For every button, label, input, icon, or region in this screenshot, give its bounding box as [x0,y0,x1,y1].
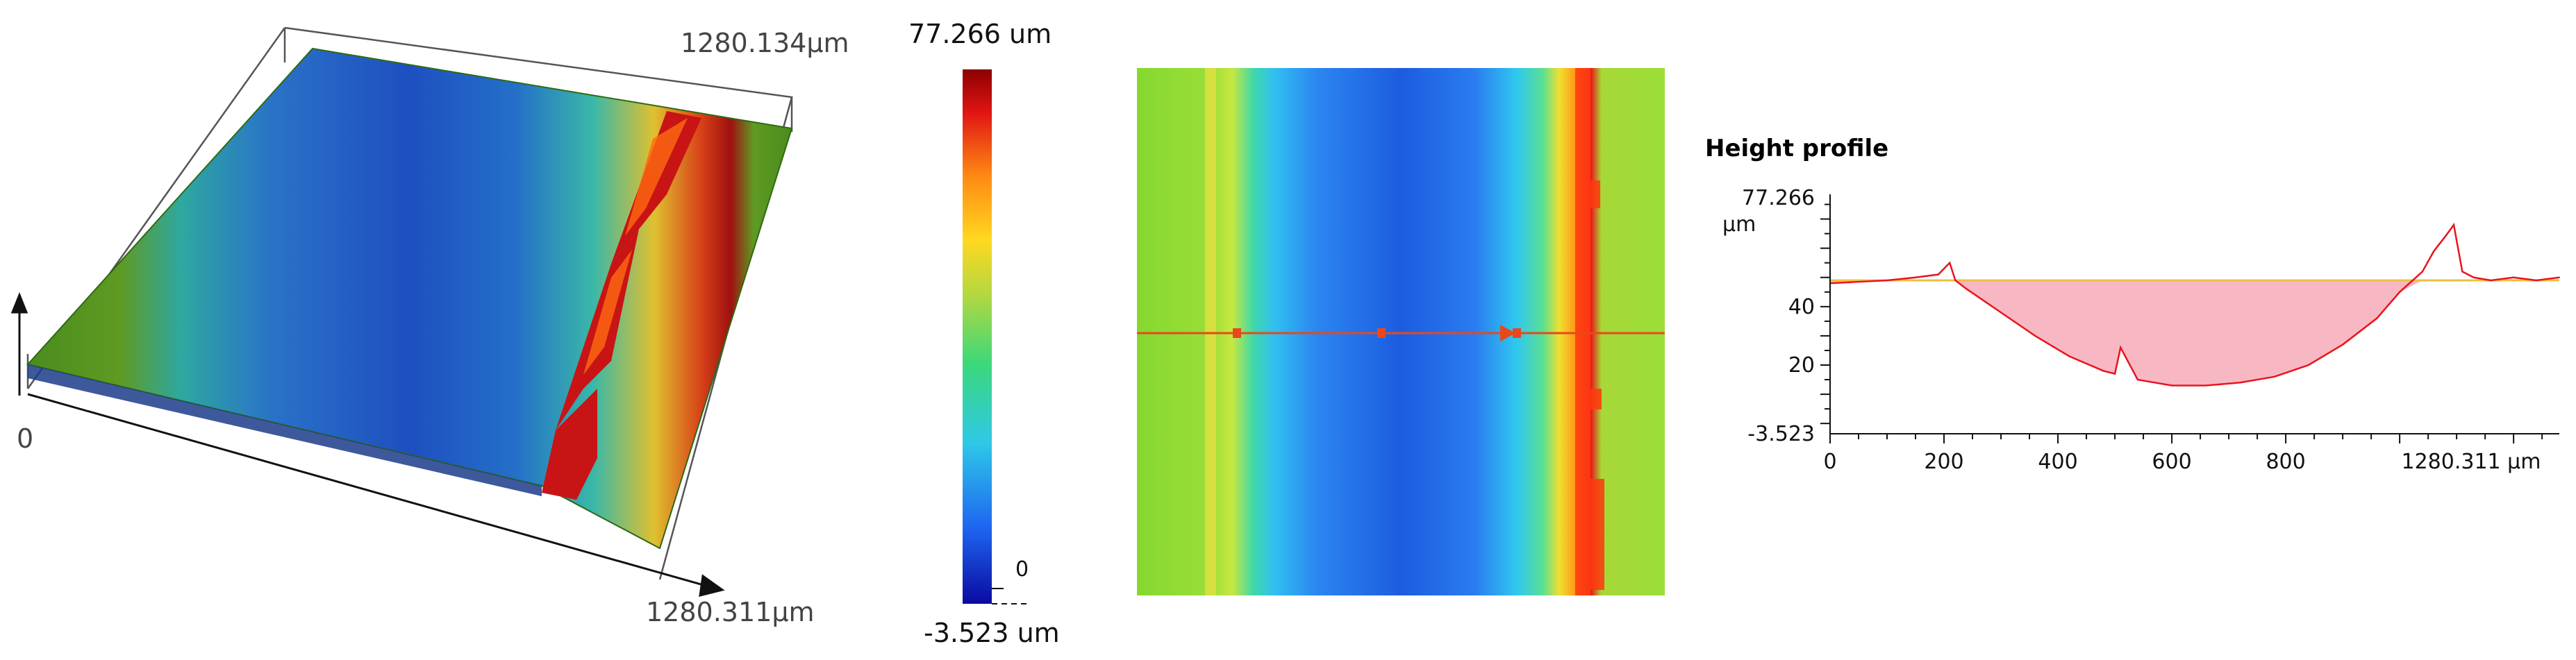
y-tick-label: 40 [1788,295,1815,319]
y-axis-unit-label: µm [1722,212,1756,237]
colorbar-zero-label: 0 [1015,557,1029,582]
profile-point [1949,262,1951,264]
profile-point [2273,375,2275,378]
profile-point [2444,235,2446,238]
profile-point [2120,346,2122,348]
profile-point [2034,335,2036,337]
surface-front-edge [28,364,542,496]
y-tick-label: -3.523 [1747,422,1815,446]
profile-point [2102,370,2104,372]
profile-area-fill [1830,280,2559,386]
x-tick-label: 0 [1823,450,1836,474]
surface-mesh [26,47,793,550]
profile-section-markers [1233,325,1521,341]
height-profile-plot: 77.266 40 20 -3.523 µm 0 200 400 600 800 1280.311 … [1722,186,2560,474]
y-tick-label: 77.266 [1742,186,1815,210]
x-tick-label: 800 [2266,450,2305,474]
profile-point [2239,382,2241,384]
colorbar-gradient [963,69,992,604]
y-extent-label: 1280.134µm [681,28,849,58]
surface-3d-panel: 1280.134µm 1280.311µm 0 [10,26,849,627]
colorbar-min-label: -3.523 um [924,618,1060,648]
profile-point [1937,273,1940,276]
y-tick-label: 20 [1788,353,1815,378]
x-tick-label: 600 [2152,450,2191,474]
profile-point [2170,384,2173,387]
profile-point [2421,271,2424,273]
chart-title: Height profile [1705,135,1888,162]
x-tick-label: 1280.311 µm [2402,450,2541,474]
profile-point [2473,276,2475,278]
x-tick-label: 400 [2038,450,2077,474]
profile-point [2452,223,2455,226]
profile-point [2376,317,2378,319]
colorbar-panel: 77.266 um 0 -3.523 um [908,19,1060,648]
heightmap-edge-noise [1575,68,1604,595]
heightmap-left-edge [1205,68,1216,595]
profile-point [2000,312,2002,314]
x-tick-label: 200 [1924,450,1963,474]
profile-point [2433,250,2435,253]
profile-point [2113,373,2116,375]
profile-point [2205,384,2207,387]
x-extent-label: 1280.311µm [646,597,815,627]
profile-point [2068,355,2070,357]
profile-point [2558,276,2560,278]
profile-point [2136,378,2139,381]
axis-arrows [10,291,725,597]
profile-point [1954,279,1956,282]
height-profile-panel: Height profile 77.266 40 20 -3.523 µm 0 200 400… [1705,135,2560,474]
profile-point [1914,276,1917,278]
surface-ridge-highlights [583,118,688,375]
profile-point [2490,279,2492,282]
profile-point [1966,288,1968,290]
profile-point [2535,279,2538,282]
heightmap-panel [1137,68,1665,595]
profile-point [1857,280,1860,283]
profile-point [2341,344,2344,346]
profile-point [1886,279,1888,282]
profile-point [2398,291,2401,293]
colorbar-max-label: 77.266 um [908,19,1052,49]
profile-point [2461,271,2463,273]
profile-point [2307,364,2310,366]
origin-label: 0 [17,423,33,454]
profile-point [2512,276,2515,278]
